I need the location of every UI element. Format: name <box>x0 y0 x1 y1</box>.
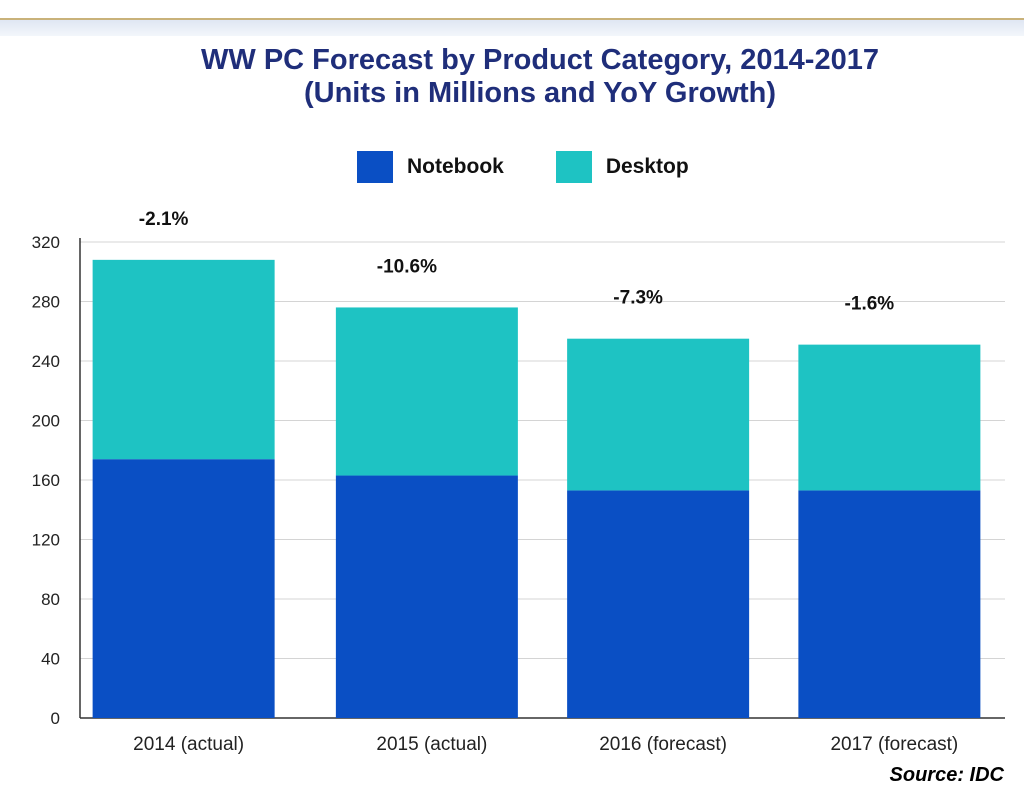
legend-item-desktop: Desktop <box>555 151 689 183</box>
bar-notebook-0 <box>92 459 275 718</box>
y-tick-label: 320 <box>32 233 60 252</box>
legend-swatch-notebook <box>357 151 393 183</box>
y-tick-label: 160 <box>32 471 60 490</box>
growth-label: -1.6% <box>845 294 895 315</box>
source-note: Source: IDC <box>889 764 1004 786</box>
bar-desktop-2 <box>567 338 750 491</box>
bar-notebook-3 <box>798 490 981 718</box>
y-tick-label: 200 <box>32 412 60 431</box>
legend-label-desktop: Desktop <box>605 155 689 178</box>
y-tick-label: 280 <box>32 293 60 312</box>
bar-notebook-1 <box>335 475 518 718</box>
legend-item-notebook: Notebook <box>357 151 504 183</box>
top-band <box>0 20 1024 36</box>
x-tick-label: 2014 (actual) <box>133 734 244 755</box>
x-tick-label: 2017 (forecast) <box>830 734 958 755</box>
top-rule <box>0 18 1024 20</box>
bar-notebook-2 <box>567 490 750 718</box>
bar-desktop-1 <box>335 307 518 476</box>
legend: Notebook Desktop <box>357 150 741 184</box>
chart-subtitle: (Units in Millions and YoY Growth) <box>303 77 777 109</box>
x-tick-label: 2015 (actual) <box>376 734 487 755</box>
legend-swatch-desktop <box>555 151 592 183</box>
bar-desktop-0 <box>92 259 275 460</box>
y-tick-label: 240 <box>32 352 60 371</box>
growth-label: -7.3% <box>613 288 663 309</box>
chart-title: WW PC Forecast by Product Category, 2014… <box>201 44 879 76</box>
x-tick-label: 2016 (forecast) <box>599 734 727 755</box>
y-tick-label: 40 <box>41 650 60 669</box>
growth-label: -10.6% <box>377 256 437 277</box>
growth-label: -2.1% <box>139 209 189 230</box>
y-tick-label: 80 <box>41 590 60 609</box>
y-tick-label: 120 <box>32 531 60 550</box>
bar-desktop-3 <box>798 344 981 491</box>
y-tick-label: 0 <box>51 709 60 728</box>
chart-title-block: WW PC Forecast by Product Category, 2014… <box>0 44 1024 110</box>
legend-label-notebook: Notebook <box>407 155 504 178</box>
